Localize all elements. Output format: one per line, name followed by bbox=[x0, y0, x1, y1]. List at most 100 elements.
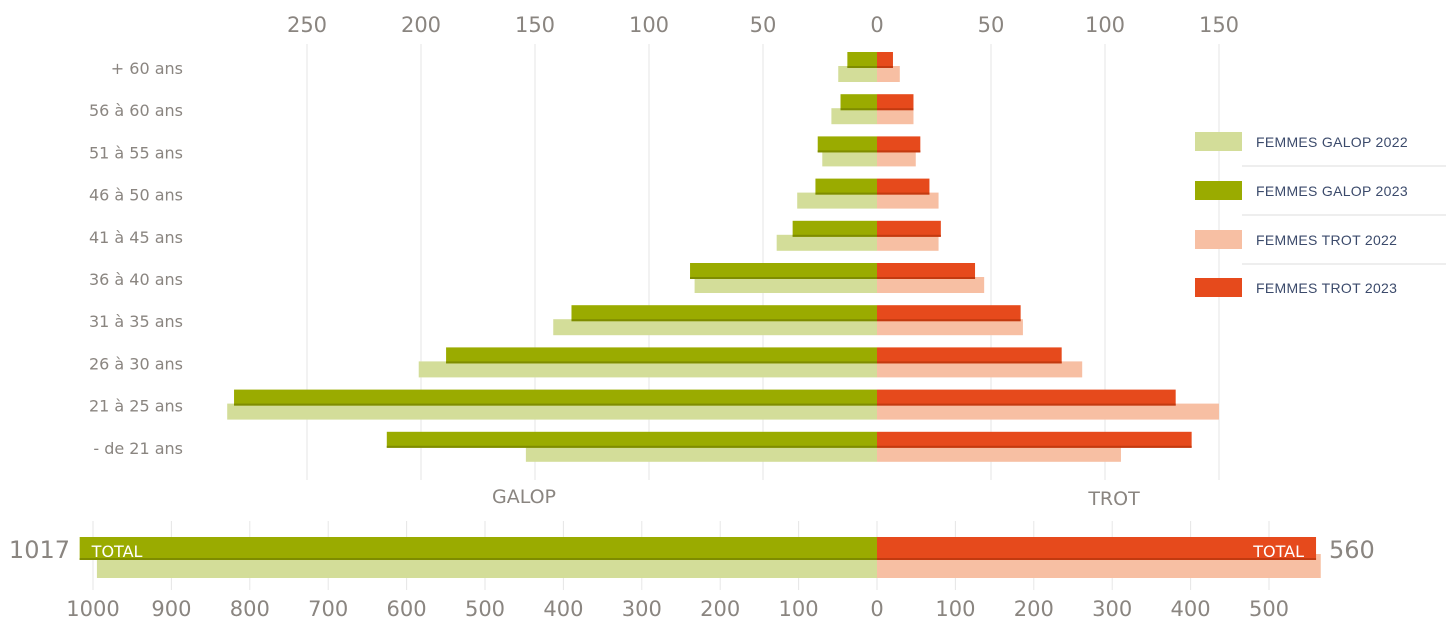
bar-trot-2022 bbox=[877, 234, 939, 251]
category-label: 56 à 60 ans bbox=[89, 101, 183, 120]
bar-galop-2022 bbox=[525, 445, 877, 462]
legend: FEMMES GALOP 2022 FEMMES GALOP 2023 FEMMES… bbox=[1195, 132, 1446, 297]
bar-galop-2023 bbox=[815, 178, 877, 195]
bar-galop-2022 bbox=[418, 361, 877, 378]
bar-trot-2022 bbox=[877, 150, 916, 167]
bar-galop-2023 bbox=[571, 305, 877, 322]
legend-swatch-femmes-trot-2023 bbox=[1195, 278, 1242, 297]
bottom-tick-label: 500 bbox=[1249, 597, 1289, 621]
bar-galop-2023 bbox=[446, 347, 877, 364]
category-label: + 60 ans bbox=[111, 59, 183, 78]
legend-swatch-femmes-galop-2022 bbox=[1195, 132, 1242, 151]
top-tick-label: 100 bbox=[629, 13, 669, 37]
bottom-tick-label: 300 bbox=[622, 597, 662, 621]
category-label: 46 à 50 ans bbox=[89, 186, 183, 205]
bar-trot-2023-edge bbox=[877, 361, 1062, 364]
top-tick-label: 0 bbox=[870, 13, 883, 37]
legend-label-femmes-galop-2022: FEMMES GALOP 2022 bbox=[1256, 134, 1408, 150]
total-bar-galop-2023-edge bbox=[79, 558, 877, 560]
bar-trot-2023 bbox=[877, 178, 930, 195]
category-label: 26 à 30 ans bbox=[89, 354, 183, 373]
top-tick-label: 150 bbox=[1199, 13, 1239, 37]
bar-galop-2023-edge bbox=[571, 319, 877, 322]
bar-trot-2023-edge bbox=[877, 319, 1021, 322]
bottom-tick-label: 100 bbox=[935, 597, 975, 621]
total-bar-trot-2023 bbox=[877, 537, 1317, 560]
side-label-galop: GALOP bbox=[492, 486, 556, 508]
bar-galop-2022 bbox=[838, 66, 877, 82]
bar-trot-2022 bbox=[877, 192, 939, 209]
bottom-tick-label: 1000 bbox=[66, 597, 119, 621]
gridlines bbox=[306, 44, 1220, 480]
total-bar-galop-2023 bbox=[79, 537, 877, 560]
bar-trot-2023-edge bbox=[877, 445, 1192, 448]
bar-trot-2023 bbox=[877, 52, 893, 68]
total-bar-trot-2023-edge bbox=[877, 558, 1317, 560]
bar-galop-2023-edge bbox=[847, 66, 877, 68]
bar-trot-2023-edge bbox=[877, 234, 941, 237]
legend-label-femmes-trot-2022: FEMMES TROT 2022 bbox=[1256, 232, 1397, 248]
bar-galop-2023-edge bbox=[386, 445, 877, 448]
category-label: 41 à 45 ans bbox=[89, 228, 183, 247]
bar-galop-2023 bbox=[234, 389, 878, 406]
legend-label-femmes-trot-2023: FEMMES TROT 2023 bbox=[1256, 280, 1397, 296]
bottom-tick-label: 700 bbox=[308, 597, 348, 621]
top-tick-label: 250 bbox=[287, 13, 327, 37]
total-label-trot: TOTAL bbox=[1252, 542, 1304, 561]
bar-trot-2023 bbox=[877, 389, 1176, 406]
bottom-tick-label: 900 bbox=[151, 597, 191, 621]
bar-trot-2022 bbox=[877, 361, 1083, 378]
top-tick-label: 50 bbox=[750, 13, 777, 37]
total-label-galop: TOTAL bbox=[91, 542, 143, 561]
bar-galop-2022 bbox=[822, 150, 877, 167]
top-axis: 250 200 150 100 50 0 50 100 150 bbox=[287, 13, 1239, 37]
bottom-tick-label: 300 bbox=[1092, 597, 1132, 621]
bottom-tick-label: 600 bbox=[387, 597, 427, 621]
bar-galop-2023-edge bbox=[817, 150, 877, 153]
top-tick-label: 50 bbox=[978, 13, 1005, 37]
bar-trot-2022 bbox=[877, 277, 985, 293]
bar-galop-2023-edge bbox=[792, 234, 877, 237]
bar-galop-2022 bbox=[797, 192, 877, 209]
bar-trot-2023-edge bbox=[877, 192, 930, 195]
category-label: - de 21 ans bbox=[93, 439, 183, 458]
category-label: 21 à 25 ans bbox=[89, 397, 183, 416]
bar-galop-2022 bbox=[694, 277, 877, 293]
category-label: 31 à 35 ans bbox=[89, 312, 183, 331]
bar-trot-2023-edge bbox=[877, 277, 976, 279]
bar-galop-2023 bbox=[840, 94, 877, 111]
bar-trot-2023 bbox=[877, 94, 914, 111]
bar-galop-2023-edge bbox=[446, 361, 877, 364]
bar-trot-2023-edge bbox=[877, 66, 893, 68]
bar-trot-2023 bbox=[877, 263, 976, 279]
bar-trot-2023-edge bbox=[877, 403, 1176, 406]
bar-galop-2022 bbox=[227, 403, 877, 420]
category-label: 51 à 55 ans bbox=[89, 143, 183, 162]
bar-trot-2023 bbox=[877, 220, 941, 237]
bar-trot-2022 bbox=[877, 445, 1121, 462]
bottom-tick-label: 400 bbox=[543, 597, 583, 621]
bottom-tick-label: 800 bbox=[230, 597, 270, 621]
bottom-tick-label: 200 bbox=[1014, 597, 1054, 621]
bar-galop-2023 bbox=[386, 431, 877, 448]
bar-galop-2023 bbox=[792, 220, 877, 237]
age-bars bbox=[227, 52, 1219, 462]
bar-trot-2022 bbox=[877, 403, 1219, 420]
bar-galop-2023-edge bbox=[234, 403, 878, 406]
bar-galop-2022 bbox=[776, 234, 877, 251]
bottom-tick-label: 100 bbox=[779, 597, 819, 621]
total-bars: 1000 900 800 700 600 500 400 300 200 100 0 100 200 30… bbox=[9, 521, 1375, 621]
bar-trot-2022 bbox=[877, 319, 1023, 336]
bar-galop-2023-edge bbox=[690, 277, 877, 279]
legend-swatch-femmes-trot-2022 bbox=[1195, 230, 1242, 249]
category-labels: + 60 ans 56 à 60 ans 51 à 55 ans 46 à 50 an… bbox=[89, 59, 183, 458]
bar-trot-2023 bbox=[877, 305, 1021, 322]
bar-galop-2023-edge bbox=[840, 108, 877, 111]
bar-trot-2022 bbox=[877, 66, 900, 82]
bar-galop-2023 bbox=[817, 136, 877, 153]
top-tick-label: 150 bbox=[515, 13, 555, 37]
bar-galop-2023-edge bbox=[815, 192, 877, 195]
bottom-tick-label: 200 bbox=[700, 597, 740, 621]
side-label-trot: TROT bbox=[1087, 488, 1140, 510]
